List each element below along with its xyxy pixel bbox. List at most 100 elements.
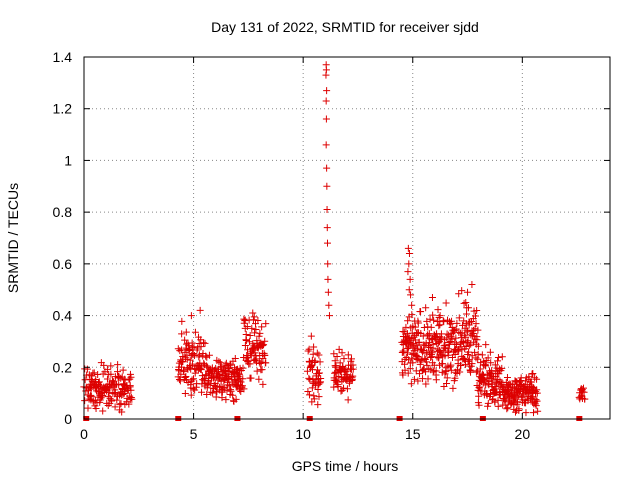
- data-point: [126, 383, 134, 391]
- data-point: [201, 339, 209, 347]
- data-point: [181, 336, 189, 344]
- data-point: [103, 375, 111, 383]
- data-point: [429, 344, 437, 352]
- data-point: [330, 383, 338, 391]
- data-point: [415, 338, 423, 346]
- data-point: [449, 384, 457, 392]
- data-point: [427, 323, 435, 331]
- data-point: [405, 260, 413, 268]
- data-point: [349, 372, 357, 380]
- data-point: [261, 337, 269, 345]
- data-point: [227, 386, 235, 394]
- data-point: [202, 352, 210, 360]
- data-point: [407, 380, 415, 388]
- data-point: [325, 301, 333, 309]
- data-point: [443, 374, 451, 382]
- data-point: [399, 347, 407, 355]
- data-point: [404, 349, 412, 357]
- data-point: [324, 275, 332, 283]
- data-point: [422, 380, 430, 388]
- data-point: [463, 326, 471, 334]
- data-point: [494, 402, 502, 410]
- data-point: [464, 357, 472, 365]
- data-point: [238, 382, 246, 390]
- data-point: [458, 287, 466, 295]
- data-point: [183, 355, 191, 363]
- data-point: [199, 339, 207, 347]
- data-point: [453, 319, 461, 327]
- data-point: [310, 343, 318, 351]
- data-point: [474, 326, 482, 334]
- data-point: [579, 384, 587, 392]
- data-point: [423, 361, 431, 369]
- data-point: [323, 182, 331, 190]
- data-point: [533, 375, 541, 383]
- data-point: [343, 385, 351, 393]
- data-point: [435, 322, 443, 330]
- data-point: [503, 373, 511, 381]
- y-tick-label: 1.4: [53, 49, 73, 65]
- data-point: [472, 368, 480, 376]
- data-point: [529, 383, 537, 391]
- data-point: [481, 361, 489, 369]
- data-point: [182, 328, 190, 336]
- data-point: [344, 351, 352, 359]
- data-point: [529, 369, 537, 377]
- data-point: [118, 408, 126, 416]
- data-point: [226, 361, 234, 369]
- data-point: [179, 357, 187, 365]
- y-tick-label: 0.6: [53, 256, 73, 272]
- data-point: [305, 391, 313, 399]
- data-point: [237, 378, 245, 386]
- data-point: [404, 244, 412, 252]
- data-point: [522, 377, 530, 385]
- data-point: [307, 362, 315, 370]
- data-point: [178, 317, 186, 325]
- data-point: [465, 348, 473, 356]
- data-point: [422, 304, 430, 312]
- data-point: [405, 356, 413, 364]
- data-point: [195, 351, 203, 359]
- data-point: [405, 250, 413, 258]
- data-point: [468, 360, 476, 368]
- data-point: [189, 350, 197, 358]
- data-point: [410, 375, 418, 383]
- data-point: [185, 347, 193, 355]
- data-point: [447, 361, 455, 369]
- x-tick-label: 15: [405, 426, 421, 442]
- data-point: [218, 388, 226, 396]
- data-point: [482, 390, 490, 398]
- data-point: [448, 335, 456, 343]
- data-point: [491, 398, 499, 406]
- data-point: [463, 310, 471, 318]
- data-point: [322, 71, 330, 79]
- data-point: [323, 87, 331, 95]
- data-point: [441, 352, 449, 360]
- data-point: [240, 385, 248, 393]
- data-point: [260, 341, 268, 349]
- data-point: [405, 286, 413, 294]
- data-point: [114, 368, 122, 376]
- data-point: [530, 409, 538, 417]
- data-point: [446, 340, 454, 348]
- data-point: [252, 326, 260, 334]
- data-point: [315, 369, 323, 377]
- data-point: [103, 365, 111, 373]
- data-point: [174, 345, 182, 353]
- data-point: [306, 376, 314, 384]
- data-point: [202, 362, 210, 370]
- data-point: [408, 311, 416, 319]
- data-point: [182, 372, 190, 380]
- axis-ticks: 0 5 10 15 20 0 0.2 0.4 0.6 0.8 1 1.2 1.4: [53, 49, 610, 442]
- data-point: [247, 374, 255, 382]
- data-point: [504, 404, 512, 412]
- data-point: [333, 352, 341, 360]
- data-point: [473, 336, 481, 344]
- data-point: [417, 308, 425, 316]
- data-point: [533, 386, 541, 394]
- data-point: [108, 397, 116, 405]
- data-point: [426, 315, 434, 323]
- data-point: [242, 330, 250, 338]
- data-point: [498, 364, 506, 372]
- data-point: [203, 391, 211, 399]
